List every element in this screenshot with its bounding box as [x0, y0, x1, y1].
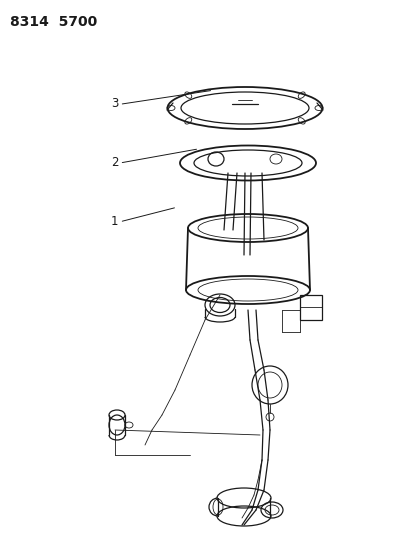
Text: 2: 2	[111, 156, 118, 169]
Bar	[300, 295, 322, 320]
Text: 1: 1	[111, 215, 118, 228]
Text: 3: 3	[111, 98, 118, 110]
Text: 8314  5700: 8314 5700	[10, 15, 97, 29]
